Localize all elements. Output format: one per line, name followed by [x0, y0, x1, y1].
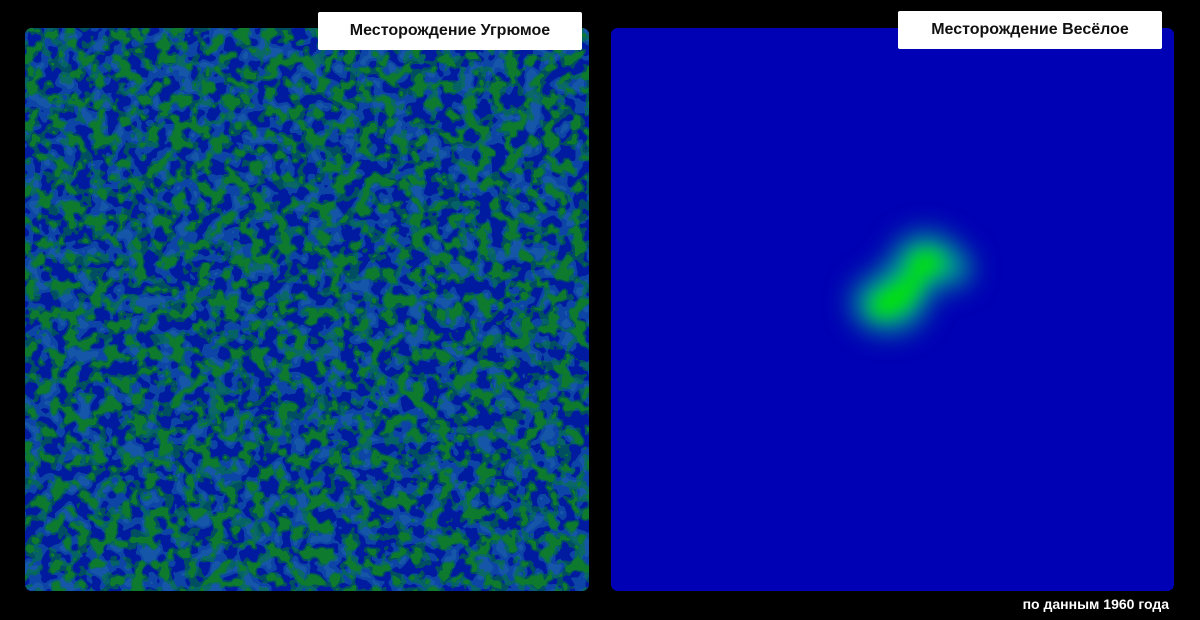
- deposit-core: [871, 252, 942, 316]
- map-panel-veseloe: [611, 28, 1174, 591]
- map-title-veseloe: Месторождение Весёлое: [898, 11, 1162, 49]
- data-source-note: по данным 1960 года: [1022, 596, 1169, 612]
- deposit-density-map-right: [611, 28, 1174, 591]
- deposit-core-layer: [25, 28, 589, 591]
- map-panel-ugryumoe: [25, 28, 589, 591]
- deposit-density-map-left: [25, 28, 589, 591]
- map-title-ugryumoe: Месторождение Угрюмое: [318, 12, 582, 50]
